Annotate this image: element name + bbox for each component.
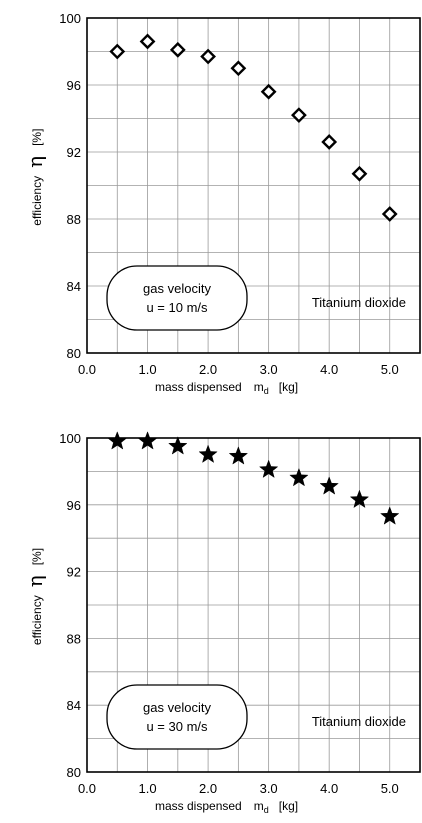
y-tick-label: 96 bbox=[67, 78, 81, 93]
data-point-star bbox=[137, 431, 158, 450]
y-tick-label: 92 bbox=[67, 145, 81, 160]
y-tick-label: 84 bbox=[67, 279, 81, 294]
y-tick-label: 84 bbox=[67, 698, 81, 713]
annotation-box-line2: u = 30 m/s bbox=[146, 719, 208, 734]
data-point-star bbox=[228, 446, 249, 465]
x-tick-label: 1.0 bbox=[139, 781, 157, 796]
x-tick-label: 3.0 bbox=[260, 362, 278, 377]
x-tick-label: 5.0 bbox=[381, 781, 399, 796]
data-point-star bbox=[349, 489, 370, 509]
y-axis-label: efficiency η [%] bbox=[23, 548, 47, 645]
y-tick-label: 100 bbox=[59, 11, 81, 26]
data-point-diamond bbox=[321, 134, 338, 150]
annotation-box bbox=[106, 684, 248, 750]
data-point-star bbox=[289, 467, 309, 487]
data-point-diamond bbox=[351, 165, 368, 182]
x-axis-label: mass dispensed md [kg] bbox=[155, 380, 298, 396]
annotation-text: Titanium dioxide bbox=[312, 295, 406, 310]
chart-panel-2: 0.0 1.0 2.0 3.0 4.0 5.0 80 84 88 92 96 100 mass disp… bbox=[23, 431, 421, 815]
x-tick-label: 3.0 bbox=[260, 781, 278, 796]
x-axis-label-unit: [kg] bbox=[279, 380, 298, 394]
x-tick-label: 2.0 bbox=[199, 362, 217, 377]
annotation-text: Titanium dioxide bbox=[312, 714, 406, 729]
data-point-star bbox=[168, 436, 188, 455]
data-point-diamond bbox=[109, 43, 126, 60]
data-point-star bbox=[380, 506, 400, 525]
y-axis-label-text: efficiency bbox=[30, 176, 44, 226]
annotation-box-line1: gas velocity bbox=[143, 700, 211, 715]
plot-frame bbox=[86, 437, 421, 773]
data-point-diamond bbox=[230, 60, 247, 77]
y-tick-label: 80 bbox=[67, 346, 81, 361]
annotation-box bbox=[106, 265, 248, 331]
annotation-box-line2: u = 10 m/s bbox=[146, 300, 208, 315]
x-axis-label-subscript: d bbox=[264, 805, 269, 815]
y-tick-label: 96 bbox=[67, 498, 81, 513]
x-axis-label-text: mass dispensed bbox=[155, 380, 242, 394]
y-axis-label-unit: [%] bbox=[30, 129, 44, 146]
y-tick-label: 92 bbox=[67, 565, 81, 580]
data-point-star bbox=[107, 431, 127, 450]
x-tick-label: 4.0 bbox=[320, 362, 338, 377]
x-axis-label-subscript: d bbox=[264, 386, 269, 396]
data-point-diamond bbox=[260, 83, 277, 100]
data-point-star bbox=[198, 444, 218, 463]
x-axis-label-symbol: m bbox=[254, 799, 264, 813]
data-point-diamond bbox=[139, 33, 156, 50]
x-axis-label-unit: [kg] bbox=[279, 799, 298, 813]
y-axis-label-unit: [%] bbox=[30, 548, 44, 565]
y-tick-label: 100 bbox=[59, 431, 81, 446]
data-point-diamond bbox=[291, 107, 307, 124]
plot-frame bbox=[86, 17, 421, 354]
x-tick-label: 5.0 bbox=[381, 362, 399, 377]
x-tick-label: 0.0 bbox=[78, 362, 96, 377]
y-tick-label: 88 bbox=[67, 631, 81, 646]
y-axis-label: efficiency η [%] bbox=[23, 129, 47, 226]
x-tick-label: 0.0 bbox=[78, 781, 96, 796]
y-tick-label: 88 bbox=[67, 212, 81, 227]
data-point-diamond bbox=[381, 206, 398, 222]
x-axis-label-text: mass dispensed bbox=[155, 799, 242, 813]
x-tick-label: 2.0 bbox=[199, 781, 217, 796]
y-axis-label-symbol: η bbox=[23, 575, 47, 587]
x-tick-label: 4.0 bbox=[320, 781, 338, 796]
x-axis-label-symbol: m bbox=[254, 380, 264, 394]
data-point-diamond bbox=[200, 48, 216, 65]
x-axis-label: mass dispensed md [kg] bbox=[155, 799, 298, 815]
data-point-diamond bbox=[169, 41, 186, 58]
y-axis-label-text: efficiency bbox=[30, 595, 44, 645]
x-tick-label: 1.0 bbox=[139, 362, 157, 377]
y-tick-label: 80 bbox=[67, 765, 81, 780]
data-point-star bbox=[258, 459, 279, 478]
data-point-star bbox=[319, 476, 339, 495]
chart-panel-1: 0.0 1.0 2.0 3.0 4.0 5.0 80 84 88 92 96 100 mass disp… bbox=[23, 11, 421, 396]
annotation-box-line1: gas velocity bbox=[143, 281, 211, 296]
y-axis-label-symbol: η bbox=[23, 156, 47, 168]
